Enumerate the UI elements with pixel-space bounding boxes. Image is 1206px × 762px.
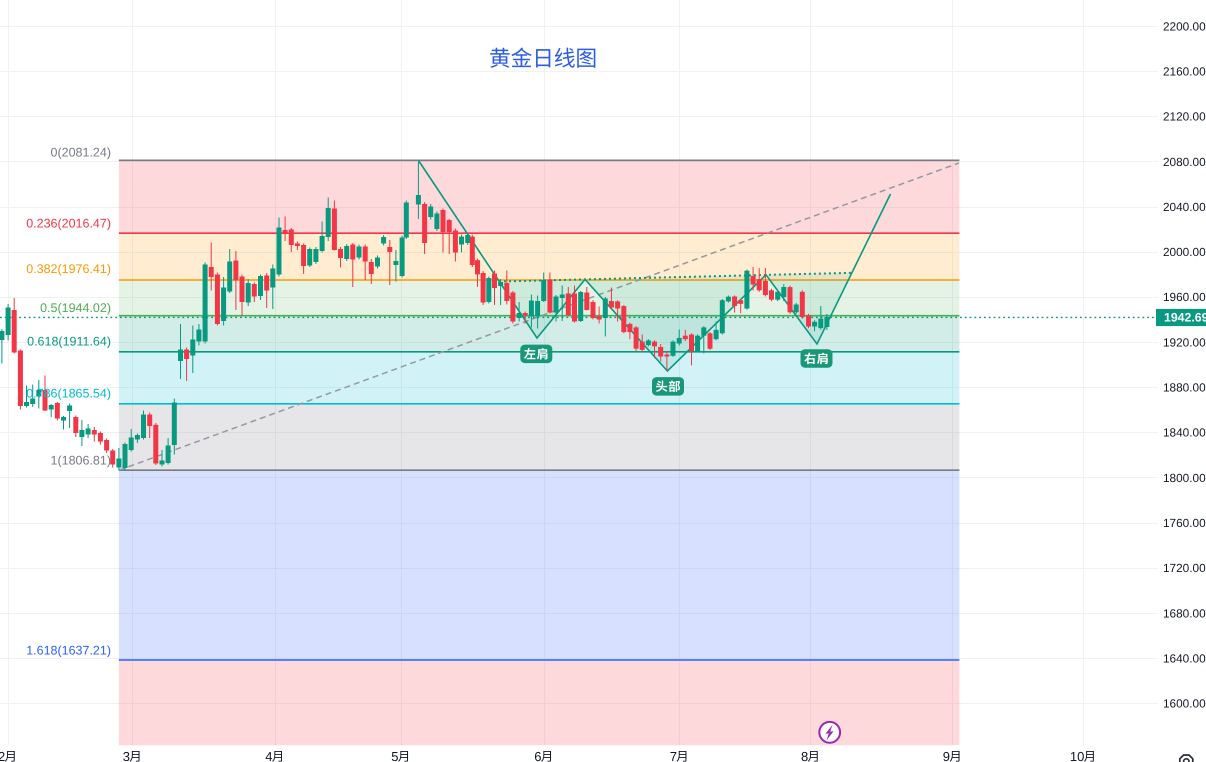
svg-text:0.786(1865.54): 0.786(1865.54) xyxy=(26,386,111,400)
svg-text:0.618(1911.64): 0.618(1911.64) xyxy=(27,334,111,348)
svg-text:0.236(2016.47): 0.236(2016.47) xyxy=(26,216,111,230)
svg-text:2000.00: 2000.00 xyxy=(1163,245,1206,259)
svg-text:1640.00: 1640.00 xyxy=(1163,652,1206,666)
svg-text:1942.69: 1942.69 xyxy=(1164,310,1206,324)
svg-text:2200.00: 2200.00 xyxy=(1163,19,1206,33)
svg-text:3: 3 xyxy=(123,749,130,762)
svg-text:0.382(1976.41): 0.382(1976.41) xyxy=(26,262,111,276)
svg-text:1880.00: 1880.00 xyxy=(1163,381,1206,395)
svg-text:1800.00: 1800.00 xyxy=(1163,471,1206,485)
svg-text:1(1806.81): 1(1806.81) xyxy=(51,453,111,467)
svg-text:2040.00: 2040.00 xyxy=(1163,200,1206,214)
svg-text:9: 9 xyxy=(943,749,950,762)
svg-text:8: 8 xyxy=(801,749,808,762)
svg-text:2120.00: 2120.00 xyxy=(1163,110,1206,124)
svg-text:1760.00: 1760.00 xyxy=(1163,516,1206,530)
svg-text:0.5(1944.02): 0.5(1944.02) xyxy=(40,301,111,315)
svg-text:1720.00: 1720.00 xyxy=(1163,561,1206,575)
svg-text:7: 7 xyxy=(670,749,677,762)
svg-text:1960.00: 1960.00 xyxy=(1163,290,1206,304)
svg-text:1920.00: 1920.00 xyxy=(1163,335,1206,349)
svg-text:2080.00: 2080.00 xyxy=(1163,155,1206,169)
svg-text:1.618(1637.21): 1.618(1637.21) xyxy=(26,643,111,657)
svg-text:5: 5 xyxy=(391,749,398,762)
svg-text:4: 4 xyxy=(265,749,272,762)
svg-text:6: 6 xyxy=(534,749,541,762)
svg-text:0(2081.24): 0(2081.24) xyxy=(51,145,111,159)
svg-text:1680.00: 1680.00 xyxy=(1163,606,1206,620)
svg-text:2160.00: 2160.00 xyxy=(1163,65,1206,79)
svg-text:1840.00: 1840.00 xyxy=(1163,426,1206,440)
svg-text:10: 10 xyxy=(1070,749,1084,762)
svg-text:2: 2 xyxy=(0,749,5,762)
svg-text:1600.00: 1600.00 xyxy=(1163,697,1206,711)
